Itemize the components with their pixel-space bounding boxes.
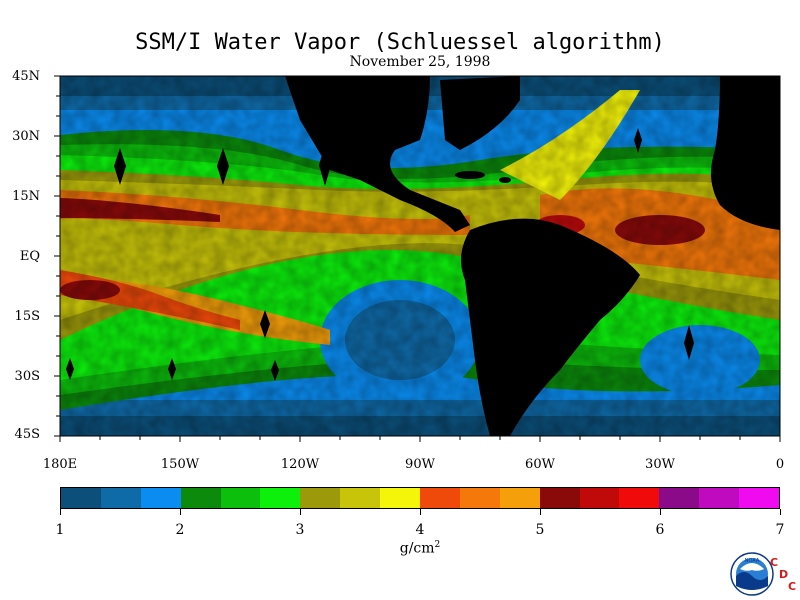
colorbar-swatch xyxy=(380,488,421,508)
colorbar-swatch xyxy=(420,488,460,508)
colorbar-label: 7 xyxy=(775,522,785,538)
colorbar-swatch xyxy=(739,488,780,508)
lat-label: 45S xyxy=(14,427,40,442)
lon-label: 30W xyxy=(645,457,675,472)
map-subtitle: November 25, 1998 xyxy=(349,54,491,70)
units-exponent: 2 xyxy=(434,540,441,550)
lat-label: 45N xyxy=(12,69,40,84)
colorbar-tick xyxy=(540,509,541,515)
lat-label: 15N xyxy=(12,189,40,204)
noaa-logo: NOAA xyxy=(730,552,774,596)
colorbar-swatch xyxy=(180,488,221,508)
cdc-letter: C xyxy=(788,580,797,593)
colorbar-label: 3 xyxy=(295,522,305,538)
colorbar-swatch xyxy=(539,488,580,508)
colorbar-swatch xyxy=(100,488,141,508)
colorbar-label: 5 xyxy=(535,522,545,538)
colorbar-swatch xyxy=(459,488,500,508)
map-title: SSM/I Water Vapor (Schluessel algorithm) xyxy=(135,30,665,55)
colorbar-label: 4 xyxy=(415,522,425,538)
colorbar-swatch xyxy=(340,488,381,508)
colorbar-label: 2 xyxy=(175,522,185,538)
colorbar-tick xyxy=(660,509,661,515)
colorbar-swatch xyxy=(260,488,301,508)
cdc-logo: C D C xyxy=(770,556,800,596)
lon-label: 90W xyxy=(405,457,435,472)
axis-ticks xyxy=(54,75,781,442)
colorbar-swatch xyxy=(61,488,101,508)
colorbar-swatch xyxy=(140,488,181,508)
lon-label: 180E xyxy=(42,457,78,472)
colorbar-swatch xyxy=(699,488,740,508)
colorbar-tick xyxy=(420,509,421,515)
units-label: g/cm2 xyxy=(380,540,460,557)
lat-label: 30N xyxy=(12,129,40,144)
cdc-letter: D xyxy=(779,568,789,581)
colorbar-swatch xyxy=(659,488,700,508)
map-field xyxy=(60,76,780,436)
units-base: g/cm xyxy=(399,540,435,557)
lat-label: EQ xyxy=(19,249,40,264)
lat-label: 15S xyxy=(14,309,40,324)
colorbar-swatch xyxy=(220,488,261,508)
colorbar-tick xyxy=(60,509,61,515)
lat-label: 30S xyxy=(14,369,40,384)
noaa-logo-text: NOAA xyxy=(745,558,760,564)
cdc-letter: C xyxy=(770,556,779,569)
colorbar-label: 1 xyxy=(55,522,65,538)
lon-label: 120W xyxy=(280,457,320,472)
colorbar xyxy=(60,487,780,509)
lon-label: 0 xyxy=(775,457,785,472)
colorbar-swatch xyxy=(579,488,620,508)
lon-label: 60W xyxy=(525,457,555,472)
colorbar-tick xyxy=(180,509,181,515)
colorbar-label: 6 xyxy=(655,522,665,538)
colorbar-swatch xyxy=(499,488,540,508)
lon-label: 150W xyxy=(160,457,200,472)
colorbar-tick xyxy=(300,509,301,515)
colorbar-tick xyxy=(780,509,781,515)
colorbar-swatch xyxy=(300,488,341,508)
colorbar-swatch xyxy=(619,488,660,508)
